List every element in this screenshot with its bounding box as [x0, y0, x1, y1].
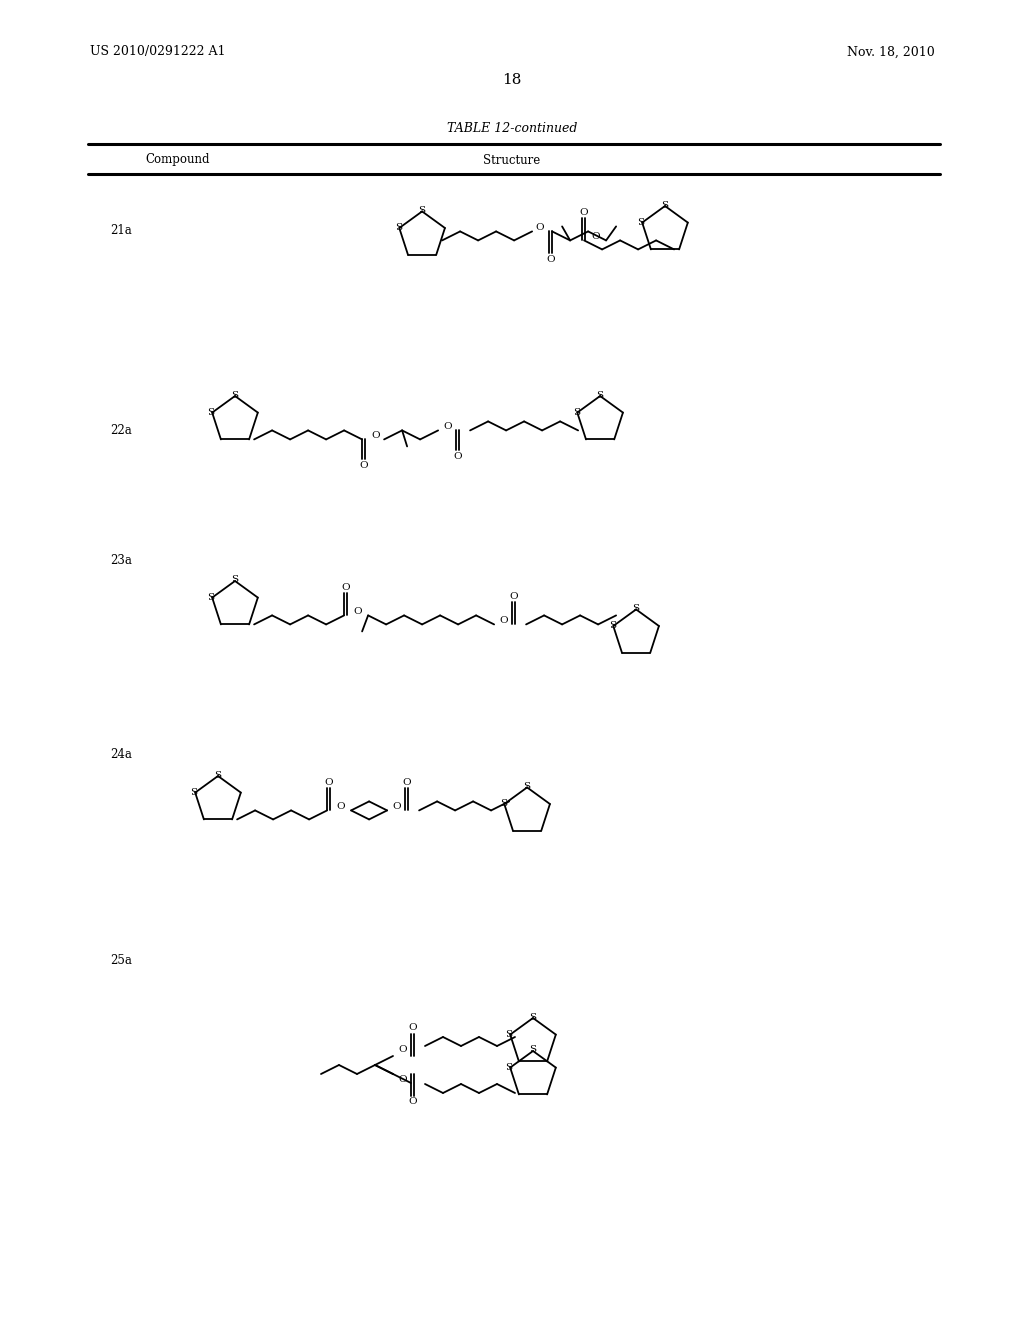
Text: O: O: [546, 255, 555, 264]
Text: O: O: [398, 1076, 408, 1085]
Text: S: S: [208, 593, 215, 602]
Text: O: O: [409, 1023, 417, 1032]
Text: O: O: [393, 803, 401, 810]
Text: O: O: [500, 616, 509, 624]
Text: O: O: [509, 591, 518, 601]
Text: S: S: [638, 218, 645, 227]
Text: O: O: [372, 430, 381, 440]
Text: O: O: [409, 1097, 417, 1106]
Text: 22a: 22a: [110, 424, 132, 437]
Text: S: S: [419, 206, 426, 215]
Text: O: O: [443, 422, 453, 430]
Text: S: S: [523, 781, 530, 791]
Text: 23a: 23a: [110, 553, 132, 566]
Text: S: S: [529, 1045, 537, 1055]
Text: O: O: [398, 1045, 408, 1055]
Text: S: S: [529, 1012, 537, 1022]
Text: Compound: Compound: [145, 153, 210, 166]
Text: S: S: [572, 408, 580, 417]
Text: S: S: [597, 391, 604, 400]
Text: S: S: [608, 622, 615, 631]
Text: O: O: [580, 209, 588, 216]
Text: O: O: [536, 223, 545, 232]
Text: O: O: [402, 777, 411, 787]
Text: O: O: [354, 607, 362, 616]
Text: 24a: 24a: [110, 748, 132, 762]
Text: 18: 18: [503, 73, 521, 87]
Text: O: O: [454, 451, 462, 461]
Text: 25a: 25a: [110, 953, 132, 966]
Text: S: S: [214, 771, 221, 780]
Text: S: S: [231, 576, 239, 585]
Text: S: S: [633, 605, 640, 612]
Text: S: S: [500, 800, 507, 808]
Text: Nov. 18, 2010: Nov. 18, 2010: [847, 45, 935, 58]
Text: US 2010/0291222 A1: US 2010/0291222 A1: [90, 45, 225, 58]
Text: O: O: [325, 777, 333, 787]
Text: S: S: [190, 788, 198, 797]
Text: Structure: Structure: [483, 153, 541, 166]
Text: S: S: [662, 201, 669, 210]
Text: O: O: [359, 461, 368, 470]
Text: S: S: [208, 408, 215, 417]
Text: S: S: [506, 1063, 513, 1072]
Text: S: S: [506, 1030, 513, 1039]
Text: O: O: [592, 232, 600, 242]
Text: O: O: [337, 803, 345, 810]
Text: TABLE 12-continued: TABLE 12-continued: [446, 121, 578, 135]
Text: O: O: [341, 583, 350, 591]
Text: 21a: 21a: [110, 223, 132, 236]
Text: S: S: [394, 223, 401, 232]
Text: S: S: [231, 391, 239, 400]
